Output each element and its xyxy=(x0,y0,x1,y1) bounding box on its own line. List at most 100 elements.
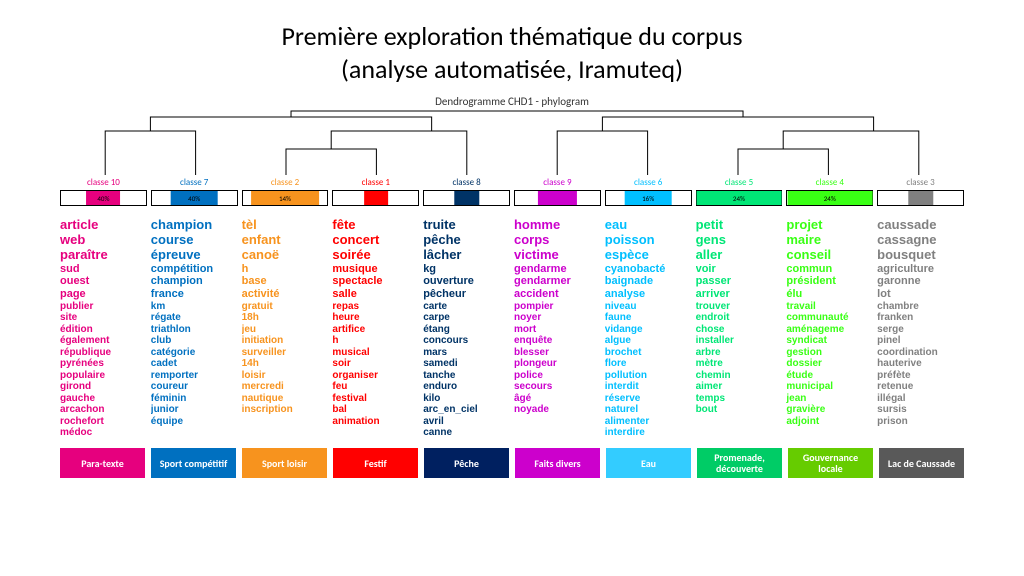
word-item: pollution xyxy=(605,370,692,382)
word-item: interdit xyxy=(605,381,692,393)
class-bar xyxy=(514,190,601,206)
word-item: sursis xyxy=(877,404,964,416)
class-column: classe 1040% xyxy=(60,177,147,206)
word-item: champion xyxy=(151,275,238,288)
word-item: chose xyxy=(696,324,783,336)
word-item: cadet xyxy=(151,358,238,370)
class-label: classe 9 xyxy=(514,177,601,188)
word-item: édition xyxy=(60,324,147,336)
word-item: communauté xyxy=(786,312,873,324)
theme-label-box: Promenade, découverte xyxy=(697,448,782,478)
word-item: heure xyxy=(332,312,419,324)
word-item: soir xyxy=(332,358,419,370)
class-bar-pct: 24% xyxy=(824,194,836,203)
word-item: trouver xyxy=(696,301,783,313)
word-item: web xyxy=(60,233,147,248)
word-item: caussade xyxy=(877,218,964,233)
word-item: police xyxy=(514,370,601,382)
word-item: canne xyxy=(423,427,510,438)
class-label: classe 2 xyxy=(242,177,329,188)
word-item: interdire xyxy=(605,427,692,438)
word-item: blesser xyxy=(514,347,601,359)
word-item: bal xyxy=(332,404,419,416)
class-label: classe 8 xyxy=(423,177,510,188)
word-item: baignade xyxy=(605,275,692,288)
word-item: endroit xyxy=(696,312,783,324)
word-item: pêche xyxy=(423,233,510,248)
word-item: site xyxy=(60,312,147,324)
word-item: salle xyxy=(332,288,419,301)
word-item: pyrénées xyxy=(60,358,147,370)
word-item: paraître xyxy=(60,248,147,263)
word-column: fêteconcertsoiréemusiquespectaclesallere… xyxy=(332,218,419,438)
word-item: page xyxy=(60,288,147,301)
word-item: gendarmer xyxy=(514,275,601,288)
word-item: 14h xyxy=(242,358,329,370)
word-item: soirée xyxy=(332,248,419,263)
dendrogram-title: Dendrogramme CHD1 - phylogram xyxy=(435,95,589,108)
word-item: arc_en_ciel xyxy=(423,404,510,416)
word-item: niveau xyxy=(605,301,692,313)
class-column: classe 214% xyxy=(242,177,329,206)
word-item: catégorie xyxy=(151,347,238,359)
word-item: illégal xyxy=(877,393,964,405)
word-item: ouverture xyxy=(423,275,510,288)
class-column: classe 616% xyxy=(605,177,692,206)
word-item: vidange xyxy=(605,324,692,336)
class-bar-pct: 24% xyxy=(733,194,745,203)
word-item: article xyxy=(60,218,147,233)
word-item: temps xyxy=(696,393,783,405)
word-item: cassagne xyxy=(877,233,964,248)
word-item: âgé xyxy=(514,393,601,405)
class-bar-pct: 16% xyxy=(642,194,654,203)
class-bar xyxy=(423,190,510,206)
word-item: serge xyxy=(877,324,964,336)
word-item: france xyxy=(151,288,238,301)
class-bar xyxy=(877,190,964,206)
word-item: gendarme xyxy=(514,263,601,276)
word-item: gauche xyxy=(60,393,147,405)
word-item: km xyxy=(151,301,238,313)
word-item: corps xyxy=(514,233,601,248)
word-item: étang xyxy=(423,324,510,336)
word-item: avril xyxy=(423,416,510,428)
word-item: adjoint xyxy=(786,416,873,428)
word-item: canoë xyxy=(242,248,329,263)
word-item: concours xyxy=(423,335,510,347)
word-item: municipal xyxy=(786,381,873,393)
word-item: retenue xyxy=(877,381,964,393)
word-item: enfant xyxy=(242,233,329,248)
word-item: noyade xyxy=(514,404,601,416)
bottom-labels-row: Para-texteSport compétitifSport loisirFe… xyxy=(60,448,964,478)
word-item: voir xyxy=(696,263,783,276)
word-item: pinel xyxy=(877,335,964,347)
word-item: feu xyxy=(332,381,419,393)
word-item: dossier xyxy=(786,358,873,370)
word-item: accident xyxy=(514,288,601,301)
word-item: algue xyxy=(605,335,692,347)
word-item: garonne xyxy=(877,275,964,288)
word-item: projet xyxy=(786,218,873,233)
theme-label-box: Sport loisir xyxy=(242,448,327,478)
slide-title: Première exploration thématique du corpu… xyxy=(60,20,964,85)
word-item: animation xyxy=(332,416,419,428)
word-item: aménageme xyxy=(786,324,873,336)
word-item: bousquet xyxy=(877,248,964,263)
word-item: champion xyxy=(151,218,238,233)
word-item: mars xyxy=(423,347,510,359)
word-column: caussadecassagnebousquetagriculturegaron… xyxy=(877,218,964,438)
word-item: pompier xyxy=(514,301,601,313)
word-item: artifice xyxy=(332,324,419,336)
theme-label-box: Eau xyxy=(606,448,691,478)
word-item: rochefort xyxy=(60,416,147,428)
word-item: arcachon xyxy=(60,404,147,416)
word-item: repas xyxy=(332,301,419,313)
word-item: musique xyxy=(332,263,419,276)
word-item: gravière xyxy=(786,404,873,416)
word-column: championcourseépreuvecompétitionchampion… xyxy=(151,218,238,438)
word-item: président xyxy=(786,275,873,288)
word-item: cyanobacté xyxy=(605,263,692,276)
word-item: plongeur xyxy=(514,358,601,370)
word-item: également xyxy=(60,335,147,347)
class-column: classe 1 xyxy=(332,177,419,206)
